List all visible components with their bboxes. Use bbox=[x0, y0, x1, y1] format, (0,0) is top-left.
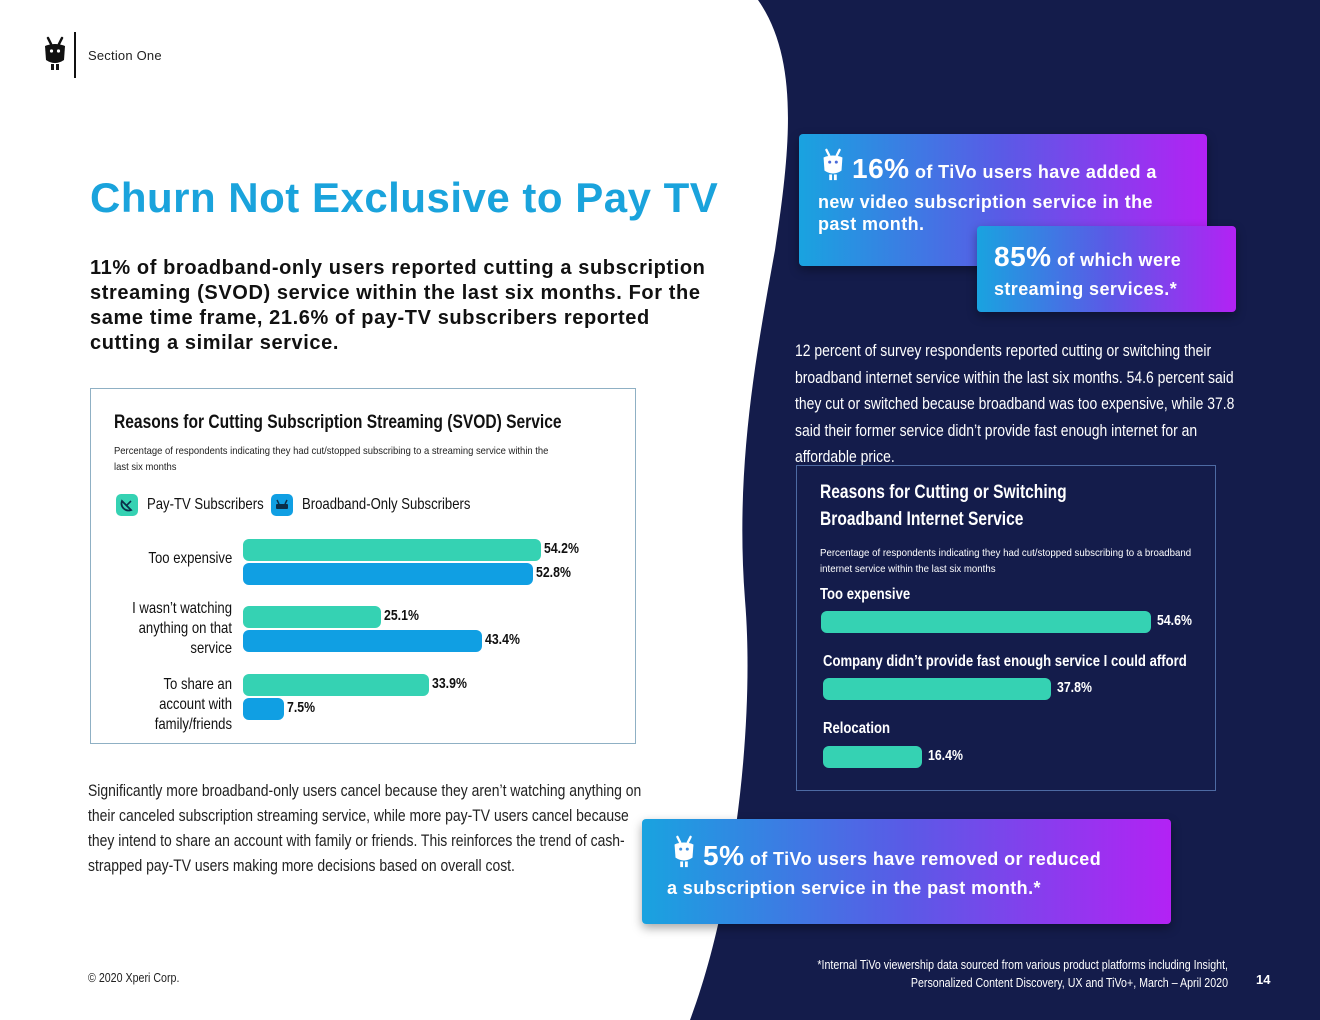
callout-text: of TiVo users have removed or reduced bbox=[744, 849, 1102, 869]
svod-bar-value: 43.4% bbox=[484, 631, 520, 648]
router-icon bbox=[271, 494, 293, 516]
broadband-bar-value: 54.6% bbox=[1157, 612, 1192, 629]
section-label: Section One bbox=[88, 48, 162, 63]
svod-bar-value: 54.2% bbox=[544, 540, 579, 557]
svod-category-label: Too expensive bbox=[148, 550, 232, 567]
body-paragraph: Significantly more broadband-only users … bbox=[88, 781, 642, 875]
broadband-chart-title: Broadband Internet Service bbox=[820, 509, 1024, 530]
stat-16-percent: 16% bbox=[852, 153, 910, 184]
tivo-logo-icon bbox=[674, 835, 694, 868]
legend-pay-tv-label: Pay-TV Subscribers bbox=[147, 496, 264, 513]
broadband-chart-frame bbox=[796, 465, 1216, 791]
broadband-bar bbox=[821, 611, 1151, 633]
page-title: Churn Not Exclusive to Pay TV bbox=[90, 174, 719, 221]
broadband-chart-title: Reasons for Cutting or Switching bbox=[820, 482, 1067, 503]
svod-bar bbox=[243, 674, 430, 696]
svod-category-label: To share an account with family/friends bbox=[154, 676, 232, 733]
callout-text: a subscription service in the past month… bbox=[667, 878, 1041, 898]
copyright: © 2020 Xperi Corp. bbox=[88, 970, 180, 985]
svod-category-label: I wasn’t watching anything on that servi… bbox=[132, 600, 232, 657]
page-number: 14 bbox=[1256, 972, 1271, 987]
satellite-dish-icon bbox=[116, 494, 138, 516]
lead-paragraph: 11% of broadband-only users reported cut… bbox=[90, 257, 706, 354]
svod-chart-title: Reasons for Cutting Subscription Streami… bbox=[114, 412, 562, 433]
svod-bar bbox=[243, 563, 534, 585]
svod-bar bbox=[243, 630, 482, 652]
broadband-paragraph: 12 percent of survey respondents reporte… bbox=[795, 341, 1235, 466]
callout-text: of which were bbox=[1051, 250, 1182, 270]
svod-bar-value: 25.1% bbox=[384, 607, 419, 624]
svod-bar-value: 7.5% bbox=[287, 699, 316, 716]
stat-5-percent: 5% bbox=[703, 840, 745, 871]
broadband-category-label: Relocation bbox=[823, 720, 891, 737]
svod-bar bbox=[243, 698, 285, 720]
stat-callout-removed: 5% of TiVo users have removed or reduced… bbox=[642, 819, 1171, 924]
legend-broadband-label: Broadband-Only Subscribers bbox=[302, 496, 471, 513]
broadband-category-label: Too expensive bbox=[820, 586, 911, 603]
svod-bar-value: 33.9% bbox=[432, 675, 468, 692]
broadband-chart-subtitle: Percentage of respondents indicating the… bbox=[820, 547, 1192, 575]
header-divider bbox=[74, 32, 76, 78]
tivo-logo-icon bbox=[45, 36, 65, 70]
tivo-logo-icon bbox=[823, 148, 843, 181]
legend-pay-tv: Pay-TV Subscribers bbox=[116, 494, 289, 516]
broadband-bar-value: 37.8% bbox=[1057, 679, 1093, 696]
callout-text: new video subscription service in the bbox=[818, 192, 1153, 212]
callout-text: past month. bbox=[818, 214, 925, 234]
svod-chart-subtitle: Percentage of respondents indicating the… bbox=[114, 445, 549, 473]
broadband-bar bbox=[823, 746, 923, 768]
broadband-bar bbox=[823, 678, 1052, 700]
svod-chart-frame bbox=[90, 388, 636, 744]
svod-bar-value: 52.8% bbox=[536, 564, 572, 581]
stat-callout-streaming: 85% of which were streaming services.* bbox=[977, 226, 1236, 312]
legend-broadband: Broadband-Only Subscribers bbox=[271, 494, 507, 516]
broadband-category-label: Company didn’t provide fast enough servi… bbox=[823, 653, 1187, 670]
svod-bar bbox=[243, 606, 382, 628]
footnote: *Internal TiVo viewership data sourced f… bbox=[817, 957, 1228, 990]
callout-text: streaming services.* bbox=[994, 279, 1178, 299]
broadband-bar-value: 16.4% bbox=[928, 747, 963, 764]
svod-bar bbox=[243, 539, 542, 561]
stat-85-percent: 85% bbox=[994, 241, 1052, 272]
callout-text: of TiVo users have added a bbox=[909, 162, 1157, 182]
